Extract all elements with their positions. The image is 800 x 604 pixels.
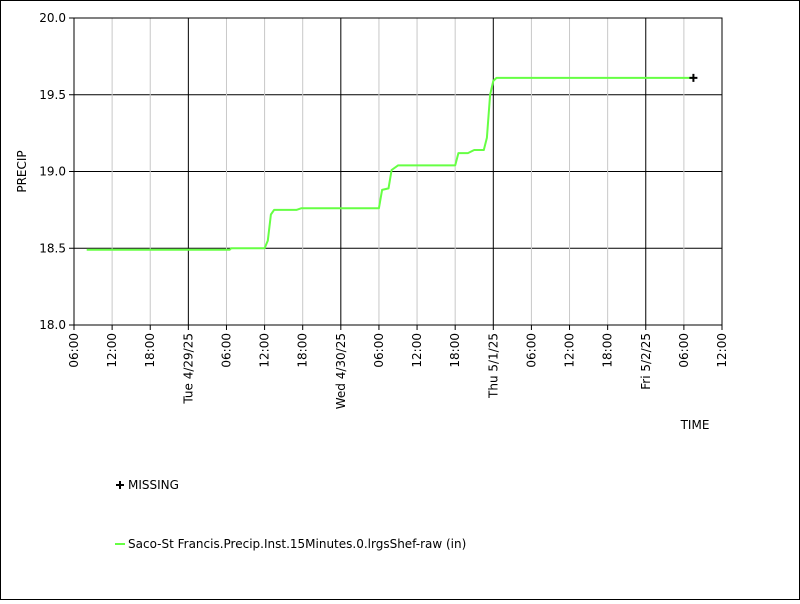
legend: MISSING Saco-St Francis.Precip.Inst.15Min… — [115, 478, 466, 551]
x-tick-label: 06:00 — [219, 333, 233, 368]
x-tick-label: 12:00 — [563, 333, 577, 368]
x-tick-label: 18:00 — [448, 333, 462, 368]
y-axis-ticks: 18.0 18.5 19.0 19.5 20.0 — [39, 11, 74, 332]
series-line — [86, 76, 694, 251]
legend-label: MISSING — [128, 478, 179, 492]
y-tick-label: 19.0 — [39, 165, 66, 179]
x-tick-label: 06:00 — [524, 333, 538, 368]
y-tick-label: 20.0 — [39, 11, 66, 25]
x-tick-label: 06:00 — [372, 333, 386, 368]
x-tick-label: 12:00 — [715, 333, 729, 368]
x-tick-label: 12:00 — [105, 333, 119, 368]
x-tick-label: Fri 5/2/25 — [639, 333, 653, 390]
y-tick-label: 18.0 — [39, 318, 66, 332]
y-tick-label: 19.5 — [39, 88, 66, 102]
x-tick-label: 06:00 — [677, 333, 691, 368]
x-tick-label: 12:00 — [410, 333, 424, 368]
x-tick-label: Thu 5/1/25 — [486, 333, 500, 399]
y-axis-label: PRECIP — [15, 150, 29, 192]
x-axis-ticks: 06:00 12:00 18:00 Tue 4/29/25 06:00 12:00 18:0… — [67, 325, 729, 409]
legend-missing-marker — [116, 481, 124, 489]
x-tick-label: Tue 4/29/25 — [181, 333, 195, 405]
x-tick-label: 18:00 — [601, 333, 615, 368]
missing-marker — [689, 73, 698, 82]
x-tick-label: Wed 4/30/25 — [334, 333, 348, 409]
x-tick-label: 06:00 — [67, 333, 81, 368]
y-tick-label: 18.5 — [39, 241, 66, 255]
legend-label: Saco-St Francis.Precip.Inst.15Minutes.0.… — [128, 537, 466, 551]
x-tick-label: 18:00 — [143, 333, 157, 368]
x-tick-label: 12:00 — [258, 333, 272, 368]
grid — [74, 18, 722, 325]
missing-markers — [689, 73, 698, 82]
x-axis-label: TIME — [680, 418, 710, 432]
series-layer — [86, 76, 694, 251]
x-tick-label: 18:00 — [296, 333, 310, 368]
